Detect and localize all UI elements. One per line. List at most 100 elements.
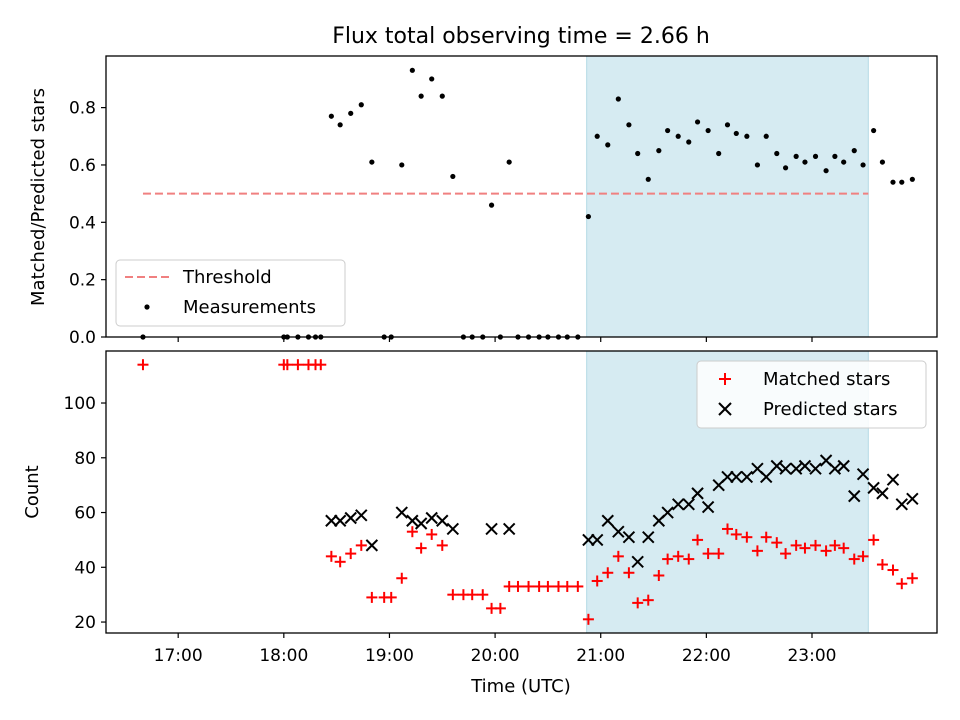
y-tick-label: 0.4 <box>69 213 96 233</box>
count-x-ticks: 17:00 18:00 19:00 20:00 21:00 22:00 23:00 <box>154 633 836 666</box>
y-tick-label: 100 <box>64 394 96 414</box>
measurement-point <box>635 150 641 157</box>
matched-star-point <box>868 534 880 546</box>
x-tick-label: 22:00 <box>682 646 731 666</box>
predicted-star-point <box>691 487 704 500</box>
matched-star-point <box>477 589 489 601</box>
matched-star-point <box>692 534 704 546</box>
matched-star-point <box>887 564 899 576</box>
measurement-point <box>488 202 495 208</box>
matched-star-point <box>771 537 783 549</box>
matched-star-point <box>281 359 293 371</box>
measurement-point <box>851 148 857 154</box>
measurement-point <box>860 162 866 168</box>
measurement-point <box>439 93 445 99</box>
measurement-point <box>337 122 343 128</box>
ratio-y-ticks: 0.0 0.2 0.4 0.6 0.8 <box>69 99 106 348</box>
measurement-point <box>399 162 405 168</box>
measurement-point <box>369 159 375 165</box>
matched-star-point <box>848 553 860 565</box>
matched-star-point <box>799 542 811 554</box>
predicted-star-point <box>325 514 338 527</box>
measurement-point <box>812 153 819 159</box>
measurement-point <box>429 76 435 82</box>
measurement-point <box>744 133 750 139</box>
predicted-star-point <box>721 470 734 484</box>
matched-star-point <box>561 580 573 592</box>
predicted-star-point <box>682 498 695 511</box>
predicted-star-point <box>395 506 408 519</box>
measurement-point <box>615 96 621 102</box>
chart-title: Flux total observing time = 2.66 h <box>332 24 710 49</box>
measurement-point <box>724 122 731 128</box>
predicted-star-point <box>848 489 861 503</box>
x-tick-label: 19:00 <box>365 646 414 666</box>
measurement-point <box>774 150 780 157</box>
predicted-star-point <box>582 533 595 547</box>
matched-star-point <box>642 594 654 606</box>
measurement-point <box>841 159 847 165</box>
predicted-star-point <box>876 487 889 500</box>
predicted-star-point <box>502 522 516 536</box>
matched-star-point <box>760 531 772 543</box>
measurement-point <box>823 168 829 174</box>
predicted-star-point <box>355 509 368 522</box>
predicted-legend-swatch <box>718 402 732 416</box>
count-legend-box <box>696 360 927 429</box>
matched-star-point <box>334 556 346 568</box>
matched-star-point <box>612 550 624 562</box>
matched-star-point <box>672 550 684 562</box>
measurement-point <box>832 153 838 159</box>
x-tick-label: 17:00 <box>154 646 203 666</box>
predicted-star-point <box>867 481 880 495</box>
x-tick-label: 21:00 <box>576 646 625 666</box>
predicted-star-point <box>779 462 792 475</box>
matched-star-point <box>523 580 535 592</box>
matched-star-point <box>137 359 149 371</box>
predicted-legend-label: Predicted stars <box>763 399 897 420</box>
predicted-star-point <box>895 498 908 511</box>
matched-star-point <box>623 567 635 579</box>
matched-star-point <box>466 589 478 601</box>
predicted-star-point <box>642 530 655 544</box>
ratio-panel: 0.00.20.40.60.8 Matched/Predicted stars … <box>28 55 938 348</box>
measurement-point <box>594 133 600 139</box>
measurement-point <box>450 173 456 180</box>
matched-star-point <box>582 613 594 625</box>
y-tick-label: 60 <box>74 504 96 524</box>
predicted-star-point <box>631 555 644 569</box>
predicted-star-point <box>446 522 460 536</box>
count-panel-frame <box>105 350 938 634</box>
matched-star-point <box>632 597 644 609</box>
matched-star-point <box>512 580 524 592</box>
matched-star-point <box>829 539 841 551</box>
matched-star-point <box>345 548 357 560</box>
matched-star-point <box>385 591 397 603</box>
y-tick-label: 80 <box>74 449 96 469</box>
predicted-star-point <box>436 514 449 527</box>
y-tick-label: 0.2 <box>69 271 96 291</box>
predicted-star-point <box>770 459 783 473</box>
measurement-point <box>656 148 662 154</box>
predicted-star-point <box>760 470 773 484</box>
predicted-star-point <box>837 459 850 473</box>
measurement-point <box>871 127 877 134</box>
matched-star-point <box>406 526 418 538</box>
matched-star-point <box>591 575 603 587</box>
predicted-stars-points <box>325 454 919 569</box>
matched-stars-points <box>137 359 918 625</box>
measurement-point <box>626 122 632 128</box>
matched-star-point <box>653 570 665 582</box>
measurements-legend-swatch <box>144 304 150 310</box>
matched-star-point <box>447 589 459 601</box>
measurement-point <box>506 159 512 165</box>
measurement-point <box>675 133 681 139</box>
y-tick-label: 0.0 <box>69 328 96 348</box>
predicted-star-point <box>485 522 498 536</box>
measurement-point <box>605 142 611 148</box>
predicted-star-point <box>601 514 614 527</box>
matched-star-point <box>857 550 869 562</box>
measurement-point <box>705 127 711 134</box>
predicted-star-point <box>671 498 685 511</box>
